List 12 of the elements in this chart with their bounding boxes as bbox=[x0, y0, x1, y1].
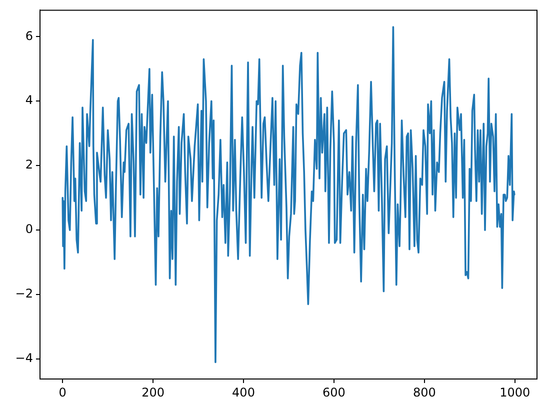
x-tick-label: 400 bbox=[232, 385, 255, 400]
x-tick-label: 800 bbox=[412, 385, 436, 400]
x-tick-label: 0 bbox=[58, 385, 66, 400]
y-tick-label: −4 bbox=[15, 351, 33, 366]
y-tick-label: 2 bbox=[25, 158, 33, 172]
x-tick-label: 200 bbox=[142, 385, 165, 400]
x-tick-label: 1000 bbox=[500, 385, 530, 400]
y-tick-label: −2 bbox=[15, 286, 33, 301]
y-tick-label: 4 bbox=[25, 93, 33, 108]
y-tick-label: 6 bbox=[25, 28, 33, 43]
x-tick-label: 600 bbox=[322, 385, 346, 400]
y-tick-label: 0 bbox=[25, 222, 33, 236]
